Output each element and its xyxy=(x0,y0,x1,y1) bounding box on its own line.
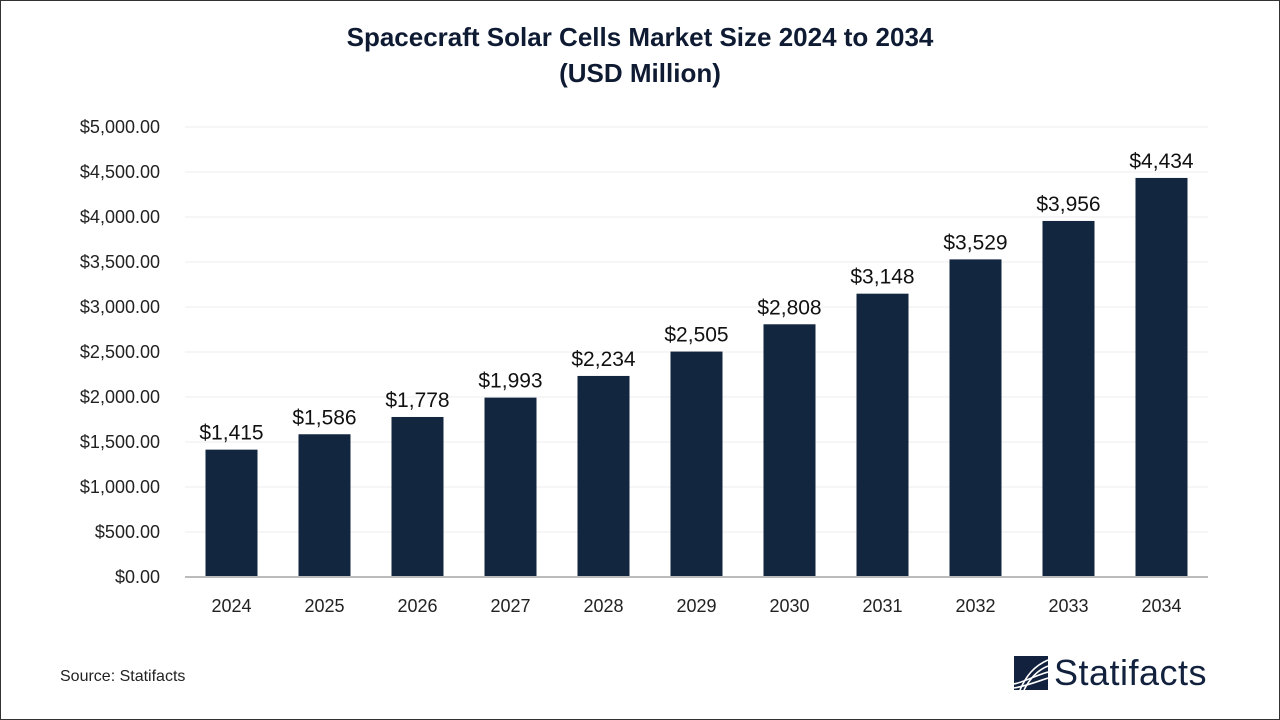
bar-2031 xyxy=(856,293,909,577)
bar-2032 xyxy=(949,259,1002,577)
y-tick-label: $5,000.00 xyxy=(80,117,160,137)
data-label: $1,993 xyxy=(478,370,542,393)
x-tick-label: 2026 xyxy=(397,596,437,616)
bar-2034 xyxy=(1135,177,1188,577)
data-label: $2,234 xyxy=(571,348,636,371)
bar-2028 xyxy=(577,375,630,577)
bar-2029 xyxy=(670,351,723,577)
logo-text: Statifacts xyxy=(1054,652,1208,693)
y-tick-label: $500.00 xyxy=(95,522,160,542)
data-label: $3,956 xyxy=(1036,193,1100,216)
x-tick-label: 2027 xyxy=(490,596,530,616)
y-tick-label: $0.00 xyxy=(115,567,160,587)
y-tick-label: $3,000.00 xyxy=(80,297,160,317)
bar-2024 xyxy=(205,449,258,577)
statifacts-logo: Statifacts xyxy=(1014,652,1207,694)
y-tick-label: $1,500.00 xyxy=(80,432,160,452)
y-tick-label: $3,500.00 xyxy=(80,252,160,272)
bar-2026 xyxy=(391,416,444,577)
chart-title: Spacecraft Solar Cells Market Size 2024 … xyxy=(346,22,934,52)
bar-2025 xyxy=(298,434,351,577)
data-label: $1,586 xyxy=(292,406,356,429)
x-tick-label: 2034 xyxy=(1141,596,1181,616)
data-label: $3,148 xyxy=(850,266,914,289)
data-label: $2,808 xyxy=(757,296,821,319)
y-tick-label: $4,000.00 xyxy=(80,207,160,227)
y-tick-label: $2,000.00 xyxy=(80,387,160,407)
data-label: $1,415 xyxy=(199,422,263,445)
y-tick-label: $4,500.00 xyxy=(80,162,160,182)
data-label: $2,505 xyxy=(664,324,728,347)
data-label: $1,778 xyxy=(385,389,449,412)
source-note: Source: Statifacts xyxy=(60,668,186,685)
y-tick-label: $2,500.00 xyxy=(80,342,160,362)
x-tick-label: 2031 xyxy=(862,596,902,616)
x-tick-label: 2030 xyxy=(769,596,809,616)
x-tick-label: 2024 xyxy=(211,596,251,616)
data-label: $3,529 xyxy=(943,231,1007,254)
bar-2033 xyxy=(1042,220,1095,577)
bar-2030 xyxy=(763,324,816,577)
x-tick-label: 2033 xyxy=(1048,596,1088,616)
statifacts-logo-icon xyxy=(1014,656,1048,690)
data-label: $4,434 xyxy=(1129,150,1194,173)
y-tick-label: $1,000.00 xyxy=(80,477,160,497)
x-tick-label: 2028 xyxy=(583,596,623,616)
chart-subtitle: (USD Million) xyxy=(559,58,721,88)
bar-2027 xyxy=(484,397,537,577)
x-tick-label: 2029 xyxy=(676,596,716,616)
x-tick-label: 2025 xyxy=(304,596,344,616)
x-tick-label: 2032 xyxy=(955,596,995,616)
